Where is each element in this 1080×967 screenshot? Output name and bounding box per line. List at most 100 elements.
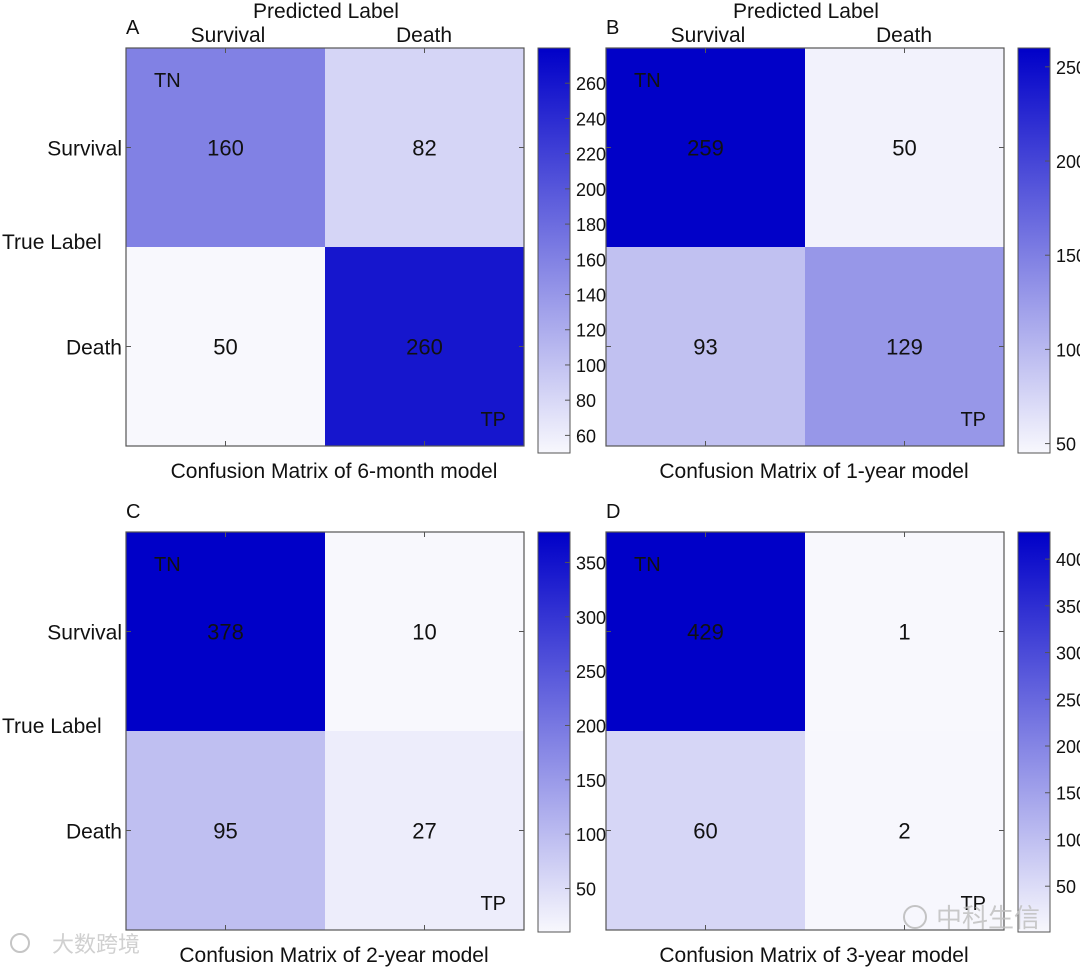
colorbar-tick-label: 160 (576, 250, 606, 270)
colorbar-tick-label: 140 (576, 286, 606, 306)
colorbar (1017, 531, 1051, 933)
tp-label: TP (480, 893, 506, 915)
tn-label: TN (154, 554, 181, 576)
colorbar (537, 47, 571, 454)
colorbar-tick-label: 200 (576, 716, 606, 736)
watermark-text-left: 大数跨境 (52, 933, 140, 958)
matrix-frame (605, 531, 1005, 931)
colorbar-tick-label: 400 (1056, 550, 1080, 570)
cell-1-1 (805, 731, 1004, 930)
colorbar-tick-label: 150 (1056, 784, 1080, 804)
colorbar-tick-label: 100 (1056, 340, 1080, 360)
cell-value-0-0: 429 (687, 620, 724, 645)
colorbar-tick-label: 250 (576, 662, 606, 682)
cell-value-1-1: 2 (898, 819, 910, 844)
y-axis-title: True Label (2, 715, 102, 738)
tn-label: TN (634, 70, 661, 92)
matrix-frame (125, 531, 525, 931)
cell-0-0 (126, 532, 325, 731)
cell-0-1 (805, 48, 1004, 247)
tp-label: TP (960, 893, 986, 915)
colorbar (537, 531, 571, 933)
cell-0-1 (325, 532, 524, 731)
panel-title: Confusion Matrix of 3-year model (659, 944, 968, 967)
colorbar-tick-label: 50 (1056, 877, 1076, 897)
x-category-label: Death (876, 24, 932, 47)
cell-0-1 (325, 48, 524, 247)
watermark-logo-icon (10, 933, 30, 953)
x-category-label: Survival (671, 24, 746, 47)
colorbar-tick-label: 250 (1056, 58, 1080, 78)
y-axis-title: True Label (2, 231, 102, 254)
cell-0-0 (606, 532, 805, 731)
y-category-label: Death (66, 337, 122, 360)
cell-value-1-1: 260 (406, 335, 443, 360)
colorbar-tick-label: 240 (576, 109, 606, 129)
colorbar-tick-label: 150 (1056, 246, 1080, 266)
tp-label: TP (960, 409, 986, 431)
colorbar-tick-label: 60 (576, 426, 596, 446)
cell-1-1 (325, 731, 524, 930)
cell-value-1-0: 93 (693, 335, 717, 360)
panel-letter: D (606, 501, 620, 523)
panel-letter: A (126, 17, 140, 39)
matrix-frame (125, 47, 525, 447)
panel-title: Confusion Matrix of 1-year model (659, 460, 968, 483)
wechat-icon (903, 905, 927, 929)
colorbar-tick-label: 200 (1056, 152, 1080, 172)
colorbar-tick-label: 200 (576, 180, 606, 200)
colorbar-tick-label: 100 (576, 825, 606, 845)
colorbar-tick-label: 150 (576, 771, 606, 791)
cell-1-0 (606, 731, 805, 930)
cell-value-1-1: 129 (886, 335, 923, 360)
colorbar-tick-label: 200 (1056, 737, 1080, 757)
cell-value-1-0: 60 (693, 819, 717, 844)
cell-1-1 (805, 247, 1004, 446)
watermark-text-right: 中科生信 (936, 904, 1040, 934)
x-axis-title: Predicted Label (253, 0, 399, 23)
colorbar (1017, 47, 1051, 454)
tn-label: TN (154, 70, 181, 92)
cell-value-0-1: 82 (412, 136, 436, 161)
colorbar-tick-label: 220 (576, 145, 606, 165)
y-category-label: Death (66, 821, 122, 844)
colorbar-tick-label: 120 (576, 321, 606, 341)
cell-value-0-0: 378 (207, 620, 244, 645)
cell-1-0 (606, 247, 805, 446)
cell-value-0-1: 10 (412, 620, 436, 645)
colorbar-tick-label: 300 (1056, 644, 1080, 664)
panel-title: Confusion Matrix of 2-year model (179, 944, 488, 967)
colorbar-tick-label: 300 (576, 608, 606, 628)
colorbar-tick-label: 80 (576, 391, 596, 411)
tn-label: TN (634, 554, 661, 576)
watermark-right: 中科生信 (903, 904, 1040, 934)
colorbar-tick-label: 50 (576, 880, 596, 900)
cell-value-0-1: 50 (892, 136, 916, 161)
cell-value-1-0: 95 (213, 819, 237, 844)
watermark-left: 大数跨境 (10, 933, 140, 958)
cell-value-0-0: 160 (207, 136, 244, 161)
cell-0-0 (126, 48, 325, 247)
colorbar-tick-label: 100 (576, 356, 606, 376)
cell-0-1 (805, 532, 1004, 731)
cell-1-0 (126, 247, 325, 446)
panel-title: Confusion Matrix of 6-month model (171, 460, 498, 483)
colorbar-tick-label: 180 (576, 215, 606, 235)
x-category-label: Survival (191, 24, 266, 47)
colorbar-tick-label: 350 (1056, 597, 1080, 617)
cell-0-0 (606, 48, 805, 247)
cell-1-1 (325, 247, 524, 446)
colorbar-tick-label: 250 (1056, 690, 1080, 710)
x-axis-title: Predicted Label (733, 0, 879, 23)
cell-value-0-1: 1 (898, 620, 910, 645)
y-category-label: Survival (47, 622, 122, 645)
cell-value-0-0: 259 (687, 136, 724, 161)
colorbar-tick-label: 260 (576, 74, 606, 94)
cell-value-1-1: 27 (412, 819, 436, 844)
tp-label: TP (480, 409, 506, 431)
colorbar-tick-label: 350 (576, 553, 606, 573)
panel-letter: B (606, 17, 619, 39)
